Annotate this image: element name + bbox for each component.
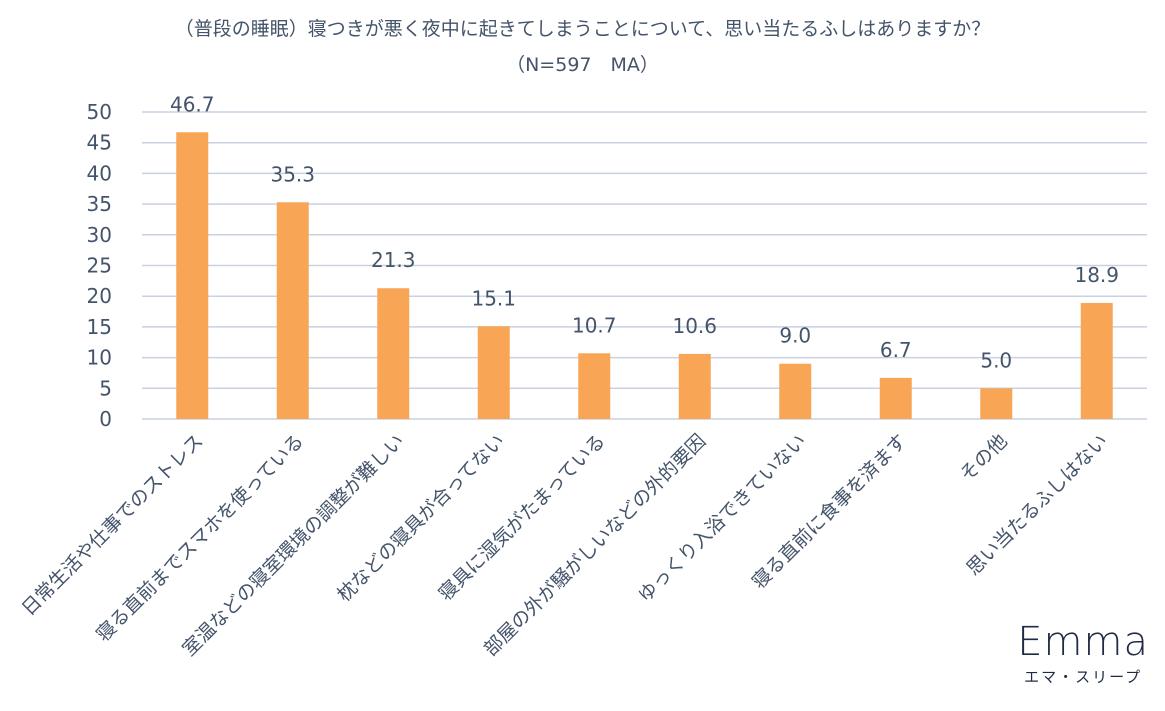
y-tick-label: 45 (87, 131, 112, 155)
bar (779, 363, 812, 419)
data-label: 10.6 (672, 314, 717, 338)
y-tick-label: 30 (87, 223, 112, 247)
bar (879, 377, 912, 419)
y-tick-label: 5 (99, 376, 112, 400)
y-tick-label: 15 (87, 315, 112, 339)
bar (377, 288, 410, 419)
bar (1080, 302, 1113, 419)
y-tick-label: 35 (87, 192, 112, 216)
logo-wordmark: Emma (1017, 619, 1149, 665)
bar (578, 353, 611, 419)
x-tick-label: 部屋の外が騒がしいなどの外的要因 (480, 430, 711, 661)
data-label: 21.3 (371, 248, 416, 272)
x-tick-label: 枕などの寝具が合ってない (333, 430, 509, 606)
data-label: 35.3 (270, 162, 315, 186)
data-label: 10.7 (572, 313, 617, 337)
bar (477, 326, 510, 419)
data-label: 15.1 (471, 286, 516, 310)
y-tick-label: 20 (87, 284, 112, 308)
data-label: 5.0 (980, 348, 1012, 372)
x-tick-label: 日常生活や仕事でのストレス (18, 430, 208, 620)
bar (276, 202, 309, 419)
data-label: 6.7 (880, 338, 912, 362)
bar (678, 353, 711, 419)
y-tick-label: 10 (87, 346, 112, 370)
x-tick-label: ゆっくり入浴できていない (634, 430, 811, 607)
x-tick-label: その他 (956, 430, 1012, 486)
data-label: 18.9 (1074, 263, 1119, 287)
bar (176, 132, 209, 419)
bar (980, 388, 1013, 419)
x-tick-label: 寝る直前までスマホを使っている (92, 430, 308, 646)
chart-subtitle: （N=597 MA） (506, 54, 659, 76)
y-tick-label: 40 (87, 161, 112, 185)
y-tick-label: 25 (87, 254, 112, 278)
data-label: 46.7 (170, 92, 215, 116)
emma-logo: Emma エマ・スリープ (1017, 622, 1149, 687)
x-tick-label: 室温などの寝室環境の調整が難しい (178, 430, 409, 661)
logo-subtitle: エマ・スリープ (1024, 668, 1143, 686)
y-tick-label: 0 (99, 407, 112, 431)
data-label: 9.0 (779, 324, 811, 348)
x-tick-label: 寝具に湿気がたまっている (435, 430, 610, 605)
chart-title: （普段の睡眠）寝つきが悪く夜中に起きてしまうことについて、思い当たるふしはありま… (174, 18, 991, 40)
y-tick-label: 50 (87, 100, 112, 124)
